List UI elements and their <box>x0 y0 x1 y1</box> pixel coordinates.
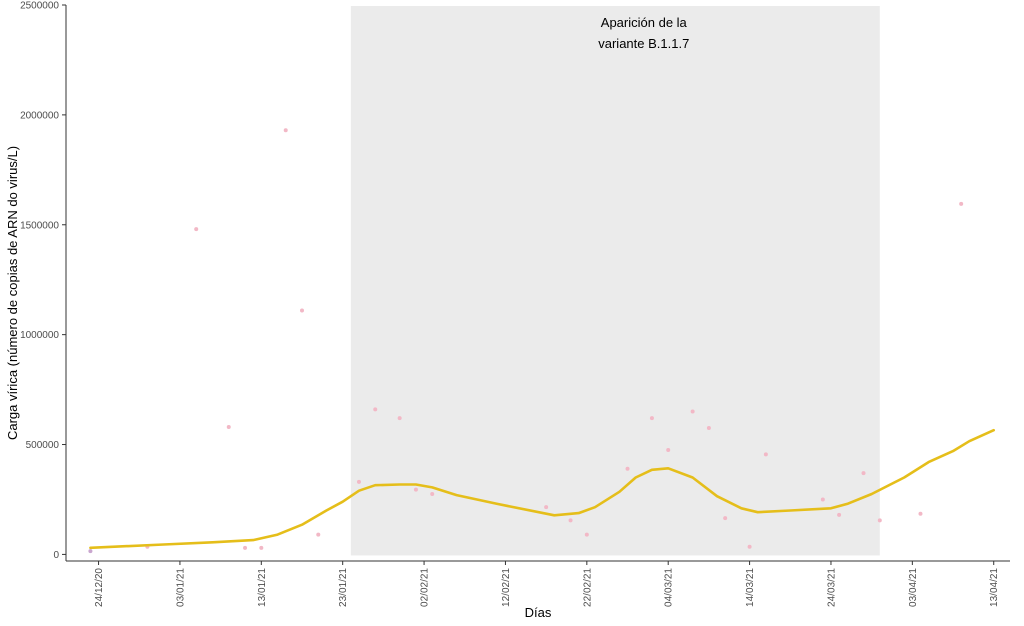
data-point <box>820 497 825 502</box>
data-point <box>877 518 882 523</box>
y-tick-label: 500000 <box>26 440 60 451</box>
data-point <box>430 491 435 496</box>
x-tick-label: 22/02/21 <box>582 568 593 607</box>
y-tick-label: 1000000 <box>20 330 59 341</box>
x-tick-label: 14/03/21 <box>745 568 756 607</box>
x-tick-label: 03/04/21 <box>908 568 919 607</box>
data-point <box>690 409 695 414</box>
x-tick-label: 13/01/21 <box>257 568 268 607</box>
data-point <box>544 505 549 510</box>
data-point <box>356 479 361 484</box>
annotation-line-2: variante B.1.1.7 <box>598 36 689 51</box>
data-point <box>259 545 264 550</box>
y-tick-label: 0 <box>53 550 59 561</box>
data-point <box>283 128 288 133</box>
scatter-points <box>88 128 964 554</box>
data-point <box>706 426 711 431</box>
axes <box>65 5 1010 562</box>
data-point <box>763 452 768 457</box>
x-tick-label: 12/02/21 <box>501 568 512 607</box>
smooth-trend-line <box>89 428 995 550</box>
smooth-line <box>89 428 995 550</box>
data-point <box>397 416 402 421</box>
data-point <box>413 487 418 492</box>
data-point <box>625 466 630 471</box>
data-point <box>243 545 248 550</box>
annotation-line-1: Aparición de la <box>601 15 688 30</box>
y-tick-label: 2500000 <box>20 1 59 12</box>
x-tick-label: 23/01/21 <box>338 568 349 607</box>
data-point <box>568 518 573 523</box>
x-tick-label: 04/03/21 <box>664 568 675 607</box>
variant-period-shading <box>350 6 880 556</box>
data-point <box>959 201 964 206</box>
x-tick-label: 13/04/21 <box>989 568 1000 607</box>
y-tick-label: 2000000 <box>20 110 59 121</box>
y-axis-ticks: 0 500000 1000000 1500000 2000000 2500000 <box>20 1 66 561</box>
x-tick-label: 24/12/20 <box>94 568 105 607</box>
x-axis-title: Días <box>525 605 552 620</box>
y-tick-label: 1500000 <box>20 220 59 231</box>
x-tick-label: 02/02/21 <box>420 568 431 607</box>
data-point <box>226 424 231 429</box>
data-point <box>861 471 866 476</box>
x-tick-label: 24/03/21 <box>826 568 837 607</box>
data-point <box>723 516 728 521</box>
data-point <box>300 308 304 313</box>
x-axis-ticks: 24/12/20 03/01/21 13/01/21 23/01/21 02/02/21… <box>94 561 1000 607</box>
y-axis-title: Carga vírica (número de copias de ARN do… <box>5 146 20 440</box>
data-point <box>584 532 589 537</box>
data-point <box>373 407 378 412</box>
data-point <box>747 544 752 549</box>
data-point <box>666 448 671 453</box>
data-point <box>918 511 923 516</box>
annotation: Aparición de la variante B.1.1.7 <box>598 15 689 51</box>
data-point <box>88 549 93 554</box>
data-point <box>837 512 842 517</box>
plot-panel <box>350 6 880 556</box>
data-point <box>649 416 654 421</box>
x-tick-label: 03/01/21 <box>175 568 186 607</box>
data-point <box>316 532 321 537</box>
data-point <box>194 227 199 232</box>
